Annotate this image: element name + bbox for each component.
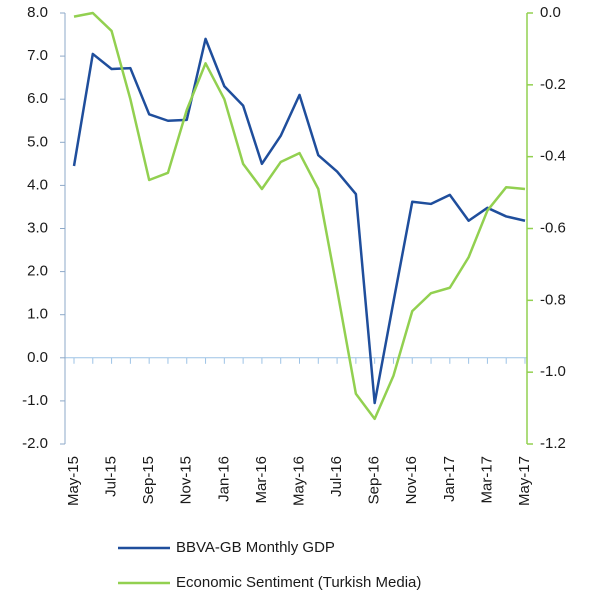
x-tick-label: May-17 — [516, 456, 533, 506]
y-tick-label: -1.0 — [22, 392, 48, 409]
y-tick-label: 4.0 — [27, 176, 48, 193]
y-tick-label: 8.0 — [27, 4, 48, 21]
legend-label: BBVA-GB Monthly GDP — [176, 539, 335, 556]
y2-tick-label: -0.6 — [540, 219, 566, 236]
x-tick-label: Sep-16 — [366, 456, 383, 504]
x-tick-label: Jan-16 — [215, 456, 232, 502]
x-tick-label: Jul-15 — [103, 456, 120, 497]
y2-tick-label: -1.0 — [540, 363, 566, 380]
y-tick-label: 3.0 — [27, 219, 48, 236]
y-tick-label: 1.0 — [27, 306, 48, 323]
x-tick-label: Jan-17 — [441, 456, 458, 502]
y2-tick-label: 0.0 — [540, 4, 561, 21]
y-tick-label: 7.0 — [27, 47, 48, 64]
x-tick-label: May-16 — [290, 456, 307, 506]
y-tick-label: 6.0 — [27, 90, 48, 107]
x-tick-label: Nov-16 — [403, 456, 420, 504]
y2-tick-label: -1.2 — [540, 435, 566, 452]
y2-tick-label: -0.2 — [540, 76, 566, 93]
x-tick-label: Nov-15 — [178, 456, 195, 504]
x-tick-label: May-15 — [65, 456, 82, 506]
y2-tick-label: -0.8 — [540, 291, 566, 308]
series-line — [73, 11, 526, 421]
x-tick-label: Sep-15 — [140, 456, 157, 504]
x-tick-label: Mar-17 — [478, 456, 495, 504]
y-tick-label: -2.0 — [22, 435, 48, 452]
x-tick-label: Jul-16 — [328, 456, 345, 497]
x-tick-label: Mar-16 — [253, 456, 270, 504]
series-line — [72, 37, 526, 405]
y-tick-label: 0.0 — [27, 349, 48, 366]
y2-tick-label: -0.4 — [540, 148, 566, 165]
y-tick-label: 2.0 — [27, 263, 48, 280]
legend-label: Economic Sentiment (Turkish Media) — [176, 574, 421, 591]
y-tick-label: 5.0 — [27, 133, 48, 150]
